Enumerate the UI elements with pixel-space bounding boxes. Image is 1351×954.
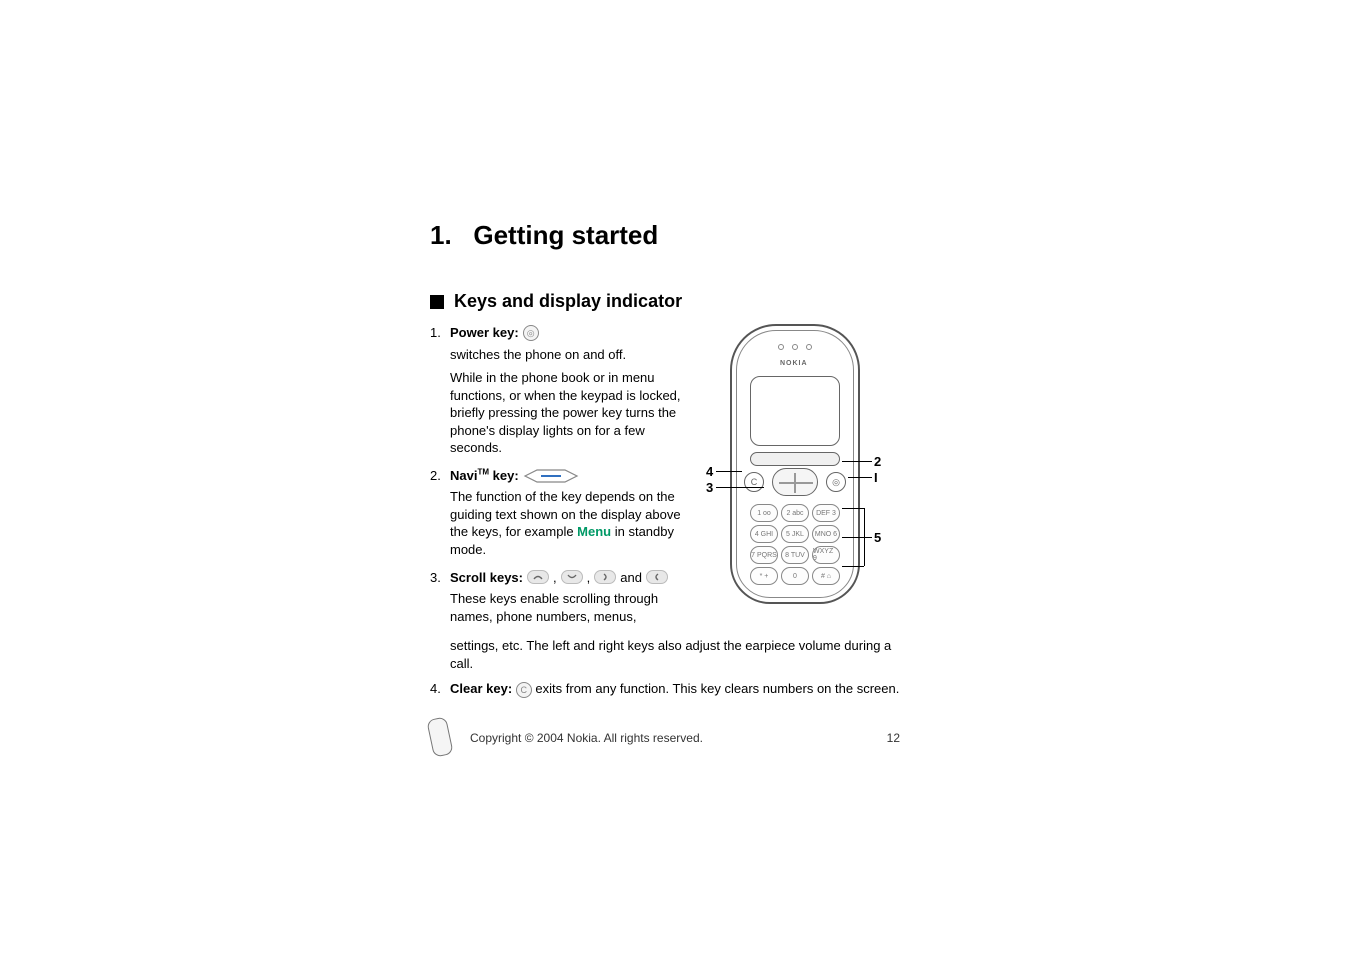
- keypad-key: # ⌂: [812, 567, 840, 585]
- scroll-right-icon: [594, 570, 616, 584]
- phone-power-button: ◎: [826, 472, 846, 492]
- phone-clear-button: C: [744, 472, 764, 492]
- footer-phone-icon: [430, 718, 454, 758]
- keypad-key: 4 GHI: [750, 525, 778, 543]
- callout-5-bracket-top: [842, 508, 864, 509]
- callout-I-line: [848, 477, 872, 478]
- callout-I: I: [874, 470, 878, 485]
- power-icon: ◎: [523, 325, 539, 341]
- callout-5-bracket-bot: [842, 566, 864, 567]
- section-heading: Keys and display indicator: [430, 291, 900, 312]
- callout-2-line: [842, 461, 872, 462]
- scroll-left-icon: [646, 570, 668, 584]
- phone-navi-bar: [750, 452, 840, 466]
- menu-word: Menu: [577, 524, 611, 539]
- clear-icon: C: [516, 682, 532, 698]
- phone-keypad: 1 oo 2 abc DEF 3 4 GHI 5 JKL MNO 6 7 PQR…: [750, 504, 840, 585]
- callout-2: 2: [874, 454, 881, 469]
- callout-3-line: [716, 487, 764, 488]
- scroll-keys-label: Scroll keys:: [450, 569, 523, 587]
- callout-5-line: [842, 537, 872, 538]
- copyright-text: Copyright © 2004 Nokia. All rights reser…: [470, 731, 860, 745]
- callout-5: 5: [874, 530, 881, 545]
- list-item-3: 3. Scroll keys: , , and These keys enabl…: [430, 569, 692, 632]
- list-item-2: 2. NaviTM key: The function of the key d…: [430, 467, 692, 565]
- clear-key-label: Clear key:: [450, 681, 512, 696]
- power-key-label: Power key:: [450, 324, 519, 342]
- chapter-title: 1. Getting started: [430, 220, 900, 251]
- list-number: 3.: [430, 569, 444, 632]
- callout-4: 4: [706, 464, 713, 479]
- keypad-key: DEF 3: [812, 504, 840, 522]
- keypad-key: 1 oo: [750, 504, 778, 522]
- clear-key-desc: exits from any function. This key clears…: [535, 681, 899, 696]
- phone-diagram: NOKIA C ◎ 1 oo 2 abc DEF 3 4 GHI 5 JKL M…: [700, 324, 900, 624]
- chapter-name: Getting started: [473, 220, 658, 250]
- text-column: 1. Power key: ◎ switches the phone on an…: [430, 324, 692, 635]
- list-number: 4.: [430, 680, 444, 698]
- callout-5-bracket: [864, 508, 865, 566]
- speaker-dots-icon: [778, 344, 812, 350]
- power-key-desc2: While in the phone book or in menu funct…: [450, 369, 692, 457]
- list-number: 1.: [430, 324, 444, 463]
- callout-4-line: [716, 471, 742, 472]
- power-key-desc1: switches the phone on and off.: [450, 346, 692, 364]
- list-number: 2.: [430, 467, 444, 565]
- scroll-keys-desc1: These keys enable scrolling through name…: [450, 590, 692, 625]
- list-item-4: 4. Clear key: C exits from any function.…: [430, 680, 900, 698]
- scroll-keys-desc2: settings, etc. The left and right keys a…: [450, 637, 900, 672]
- section-title: Keys and display indicator: [454, 291, 682, 312]
- keypad-key: 0: [781, 567, 809, 585]
- scroll-down-icon: [561, 570, 583, 584]
- scroll-up-icon: [527, 570, 549, 584]
- keypad-key: 7 PQRS: [750, 546, 778, 564]
- section-bullet-icon: [430, 295, 444, 309]
- navi-key-desc: The function of the key depends on the g…: [450, 488, 692, 558]
- callout-3: 3: [706, 480, 713, 495]
- list-item-1: 1. Power key: ◎ switches the phone on an…: [430, 324, 692, 463]
- phone-brand: NOKIA: [780, 360, 808, 367]
- phone-dpad: [772, 468, 818, 496]
- page-footer: Copyright © 2004 Nokia. All rights reser…: [430, 718, 900, 758]
- phone-control-row: C ◎: [744, 468, 846, 498]
- keypad-key: 8 TUV: [781, 546, 809, 564]
- page-number: 12: [860, 731, 900, 745]
- keypad-key: MNO 6: [812, 525, 840, 543]
- keypad-key: WXYZ 9: [812, 546, 840, 564]
- keypad-key: 5 JKL: [781, 525, 809, 543]
- navi-key-label: NaviTM key:: [450, 467, 519, 485]
- keypad-key: 2 abc: [781, 504, 809, 522]
- chapter-number: 1.: [430, 220, 452, 250]
- phone-screen: [750, 376, 840, 446]
- navi-key-icon: [523, 468, 579, 484]
- keypad-key: * +: [750, 567, 778, 585]
